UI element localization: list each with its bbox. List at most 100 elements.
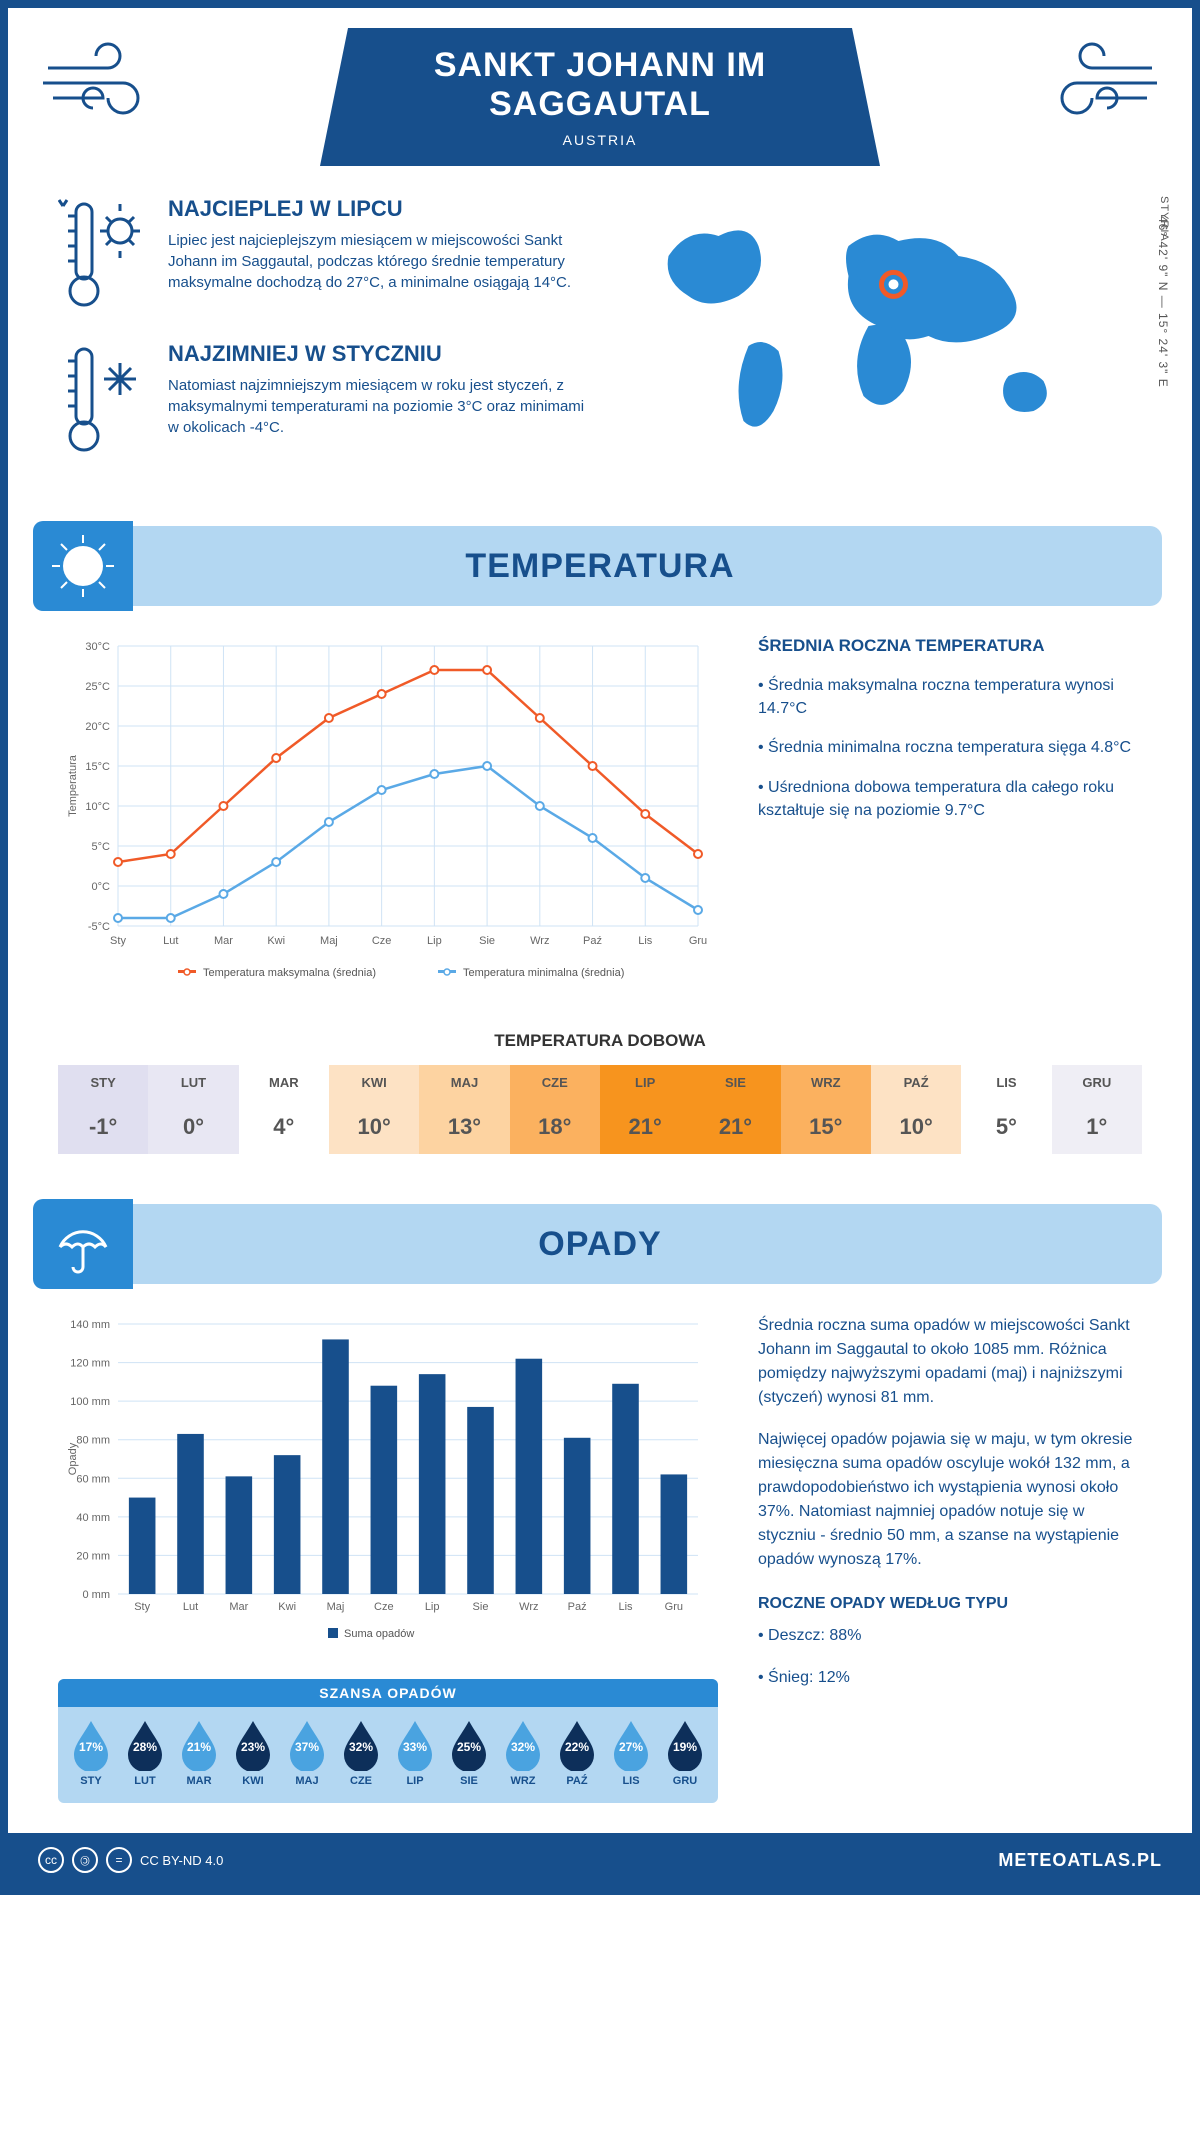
cold-title: NAJZIMNIEJ W STYCZNIU xyxy=(168,341,585,367)
snow-pct: Śnieg: 12% xyxy=(758,1666,1142,1690)
svg-text:Wrz: Wrz xyxy=(530,935,549,947)
svg-text:Mar: Mar xyxy=(214,935,233,947)
precip-p1: Średnia roczna suma opadów w miejscowośc… xyxy=(758,1314,1142,1410)
drop-cell: 37%MAJ xyxy=(280,1719,334,1787)
intro: NAJCIEPLEJ W LIPCU Lipiec jest najcieple… xyxy=(8,176,1192,506)
precip-p2: Najwięcej opadów pojawia się w maju, w t… xyxy=(758,1428,1142,1572)
precip-type-heading: ROCZNE OPADY WEDŁUG TYPU xyxy=(758,1592,1142,1616)
chance-box: SZANSA OPADÓW 17%STY28%LUT21%MAR23%KWI37… xyxy=(58,1679,718,1803)
svg-text:100 mm: 100 mm xyxy=(70,1396,110,1408)
svg-text:-5°C: -5°C xyxy=(88,921,110,933)
umbrella-icon xyxy=(33,1199,133,1289)
section-header-precip: OPADY xyxy=(38,1204,1162,1284)
svg-text:40 mm: 40 mm xyxy=(76,1512,110,1524)
svg-text:30°C: 30°C xyxy=(85,641,110,653)
svg-text:Kwi: Kwi xyxy=(267,935,285,947)
svg-text:0°C: 0°C xyxy=(92,881,111,893)
cold-fact: NAJZIMNIEJ W STYCZNIU Natomiast najzimni… xyxy=(58,341,585,461)
footer: cc 🄯 = CC BY-ND 4.0 METEOATLAS.PL xyxy=(8,1833,1192,1887)
drop-cell: 21%MAR xyxy=(172,1719,226,1787)
svg-text:Wrz: Wrz xyxy=(519,1601,538,1613)
drop-cell: 19%GRU xyxy=(658,1719,712,1787)
page-title: SANKT JOHANN IM SAGGAUTAL xyxy=(380,46,820,124)
svg-text:Lis: Lis xyxy=(638,935,653,947)
precip-row: 0 mm 20 mm 40 mm 60 mm 80 mm 100 mm 120 mm 140 … xyxy=(8,1284,1192,1823)
temp-cell: GRU1° xyxy=(1052,1065,1142,1154)
svg-text:Maj: Maj xyxy=(320,935,338,947)
svg-text:Temperatura minimalna (średnia: Temperatura minimalna (średnia) xyxy=(463,967,624,979)
section-header-temp: TEMPERATURA xyxy=(38,526,1162,606)
header: SANKT JOHANN IM SAGGAUTAL AUSTRIA xyxy=(8,8,1192,176)
svg-text:Lip: Lip xyxy=(425,1601,440,1613)
temp-cell: STY-1° xyxy=(58,1065,148,1154)
svg-text:80 mm: 80 mm xyxy=(76,1435,110,1447)
temp-cell: LIP21° xyxy=(600,1065,690,1154)
world-map xyxy=(615,196,1142,456)
temp-chart-row: -5°C0°C5°C10°C15°C20°C25°C30°CStyLutMarK… xyxy=(8,606,1192,1031)
by-icon: 🄯 xyxy=(72,1847,98,1873)
rain-pct: Deszcz: 88% xyxy=(758,1624,1142,1648)
svg-text:Opady: Opady xyxy=(67,1442,79,1475)
svg-text:Cze: Cze xyxy=(374,1601,394,1613)
daily-temp-heading: TEMPERATURA DOBOWA xyxy=(58,1031,1142,1051)
precip-bar-chart: 0 mm 20 mm 40 mm 60 mm 80 mm 100 mm 120 mm 140 … xyxy=(58,1314,718,1654)
drop-cell: 23%KWI xyxy=(226,1719,280,1787)
temp-cell: WRZ15° xyxy=(781,1065,871,1154)
svg-text:15°C: 15°C xyxy=(85,761,110,773)
svg-text:Gru: Gru xyxy=(665,1601,683,1613)
svg-text:Sie: Sie xyxy=(479,935,495,947)
drop-cell: 22%PAŹ xyxy=(550,1719,604,1787)
drop-cell: 25%SIE xyxy=(442,1719,496,1787)
svg-text:20 mm: 20 mm xyxy=(76,1550,110,1562)
sun-icon xyxy=(33,521,133,611)
drop-cell: 27%LIS xyxy=(604,1719,658,1787)
svg-text:0 mm: 0 mm xyxy=(83,1589,111,1601)
svg-text:5°C: 5°C xyxy=(92,841,111,853)
daily-temp: TEMPERATURA DOBOWA STY-1°LUT0°MAR4°KWI10… xyxy=(8,1031,1192,1184)
temp-cell: MAR4° xyxy=(239,1065,329,1154)
temp-cell: MAJ13° xyxy=(419,1065,509,1154)
temp-side: ŚREDNIA ROCZNA TEMPERATURA Średnia maksy… xyxy=(758,636,1142,1001)
svg-text:140 mm: 140 mm xyxy=(70,1319,110,1331)
svg-text:20°C: 20°C xyxy=(85,721,110,733)
drop-cell: 17%STY xyxy=(64,1719,118,1787)
drops-row: 17%STY28%LUT21%MAR23%KWI37%MAJ32%CZE33%L… xyxy=(58,1707,718,1791)
svg-text:120 mm: 120 mm xyxy=(70,1358,110,1370)
temp-cell: LIS5° xyxy=(961,1065,1051,1154)
temp-cell: KWI10° xyxy=(329,1065,419,1154)
intro-left: NAJCIEPLEJ W LIPCU Lipiec jest najcieple… xyxy=(58,196,585,486)
precip-heading: OPADY xyxy=(38,1225,1162,1264)
drop-cell: 32%WRZ xyxy=(496,1719,550,1787)
site-name: METEOATLAS.PL xyxy=(998,1850,1162,1871)
svg-text:Gru: Gru xyxy=(689,935,707,947)
drop-cell: 33%LIP xyxy=(388,1719,442,1787)
svg-text:25°C: 25°C xyxy=(85,681,110,693)
chance-heading: SZANSA OPADÓW xyxy=(58,1679,718,1707)
svg-text:60 mm: 60 mm xyxy=(76,1473,110,1485)
temp-cell: SIE21° xyxy=(690,1065,780,1154)
page: SANKT JOHANN IM SAGGAUTAL AUSTRIA xyxy=(0,0,1200,1895)
temp-cell: LUT0° xyxy=(148,1065,238,1154)
temp-bullet-2: Średnia minimalna roczna temperatura się… xyxy=(758,736,1142,759)
temp-bullet-1: Średnia maksymalna roczna temperatura wy… xyxy=(758,674,1142,720)
temp-table: STY-1°LUT0°MAR4°KWI10°MAJ13°CZE18°LIP21°… xyxy=(58,1065,1142,1154)
svg-text:Lut: Lut xyxy=(183,1601,198,1613)
svg-text:Temperatura: Temperatura xyxy=(67,754,79,817)
license: CC BY-ND 4.0 xyxy=(140,1853,223,1868)
title-banner: SANKT JOHANN IM SAGGAUTAL AUSTRIA xyxy=(320,28,880,166)
svg-text:10°C: 10°C xyxy=(85,801,110,813)
wind-icon-left xyxy=(38,28,178,128)
svg-text:Paź: Paź xyxy=(583,935,602,947)
svg-text:Mar: Mar xyxy=(229,1601,248,1613)
cold-text: Natomiast najzimniejszym miesiącem w rok… xyxy=(168,375,585,438)
temp-line-chart: -5°C0°C5°C10°C15°C20°C25°C30°CStyLutMarK… xyxy=(58,636,718,1001)
precip-left: 0 mm 20 mm 40 mm 60 mm 80 mm 100 mm 120 mm 140 … xyxy=(58,1314,718,1803)
svg-text:Sty: Sty xyxy=(110,935,126,947)
temp-side-heading: ŚREDNIA ROCZNA TEMPERATURA xyxy=(758,636,1142,656)
warm-text: Lipiec jest najcieplejszym miesiącem w m… xyxy=(168,230,585,293)
country: AUSTRIA xyxy=(380,132,820,148)
svg-text:Sty: Sty xyxy=(134,1601,150,1613)
svg-text:Lis: Lis xyxy=(618,1601,633,1613)
nd-icon: = xyxy=(106,1847,132,1873)
svg-text:Sie: Sie xyxy=(473,1601,489,1613)
